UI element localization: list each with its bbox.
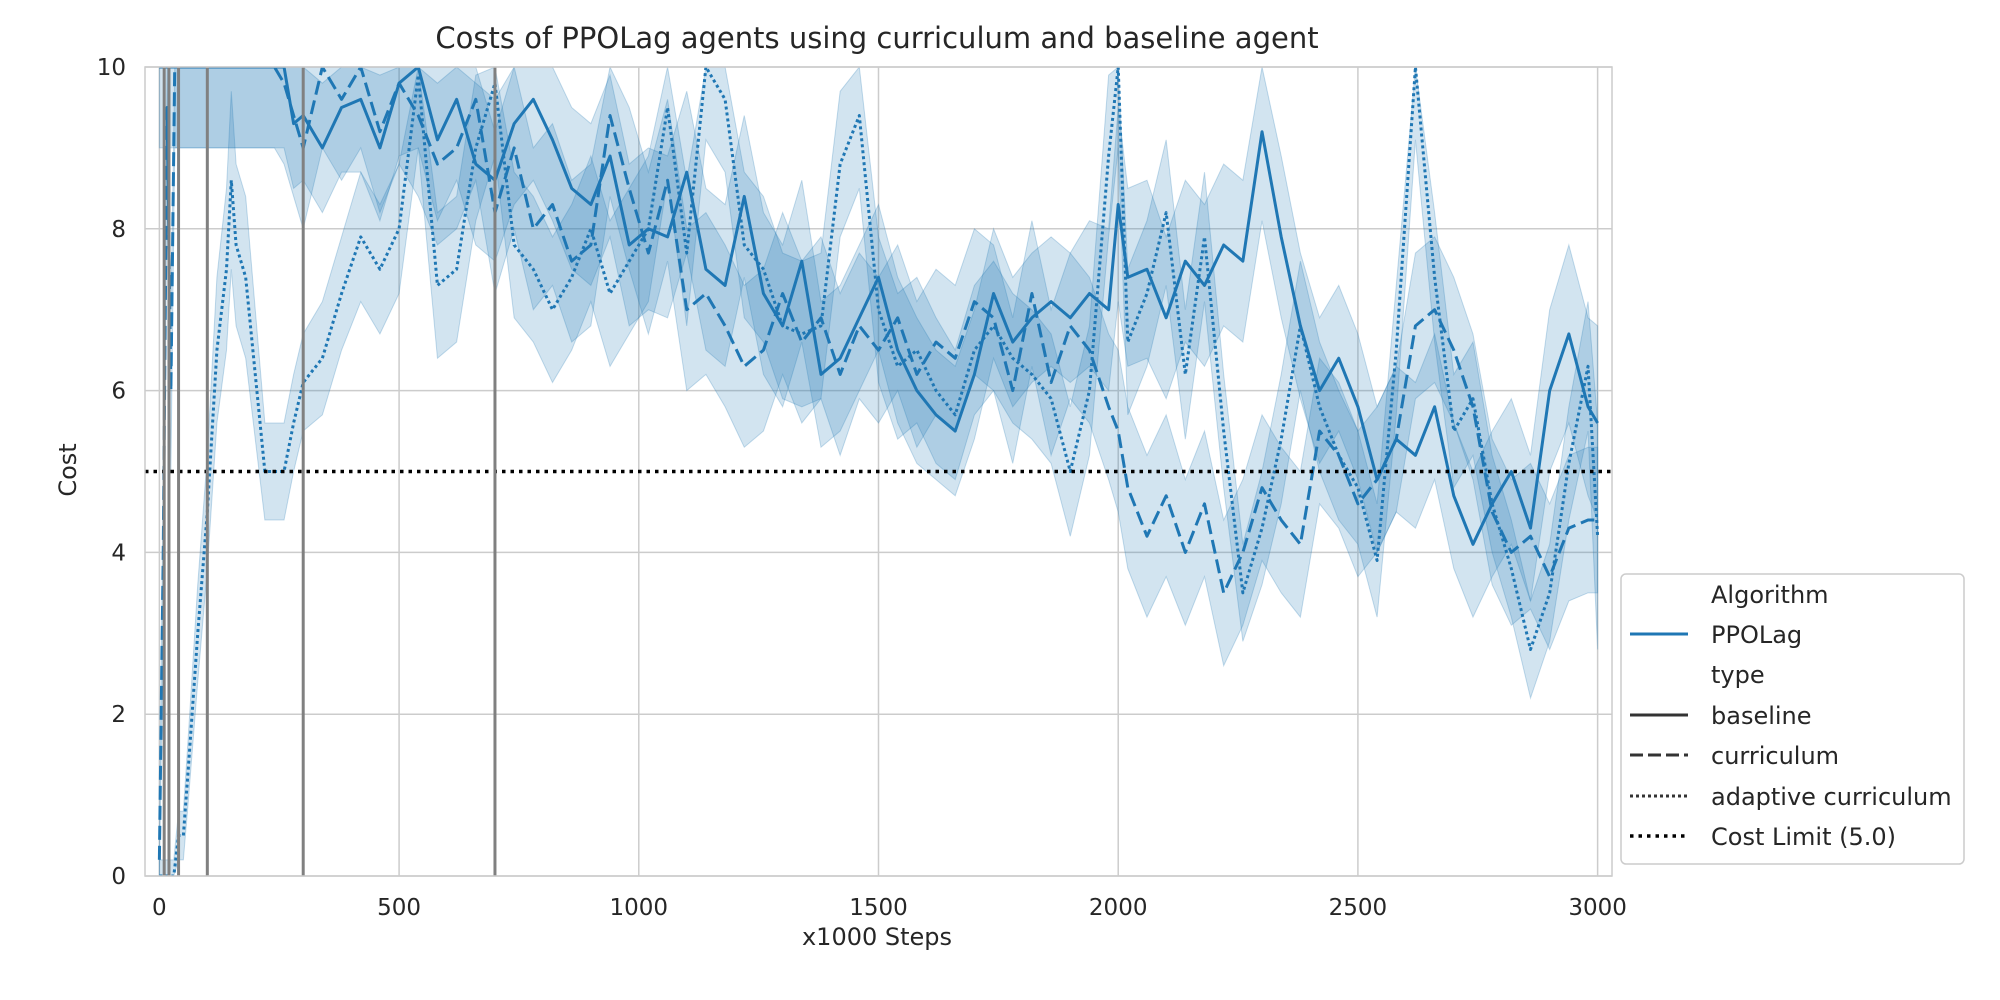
y-tick-label: 8: [111, 217, 126, 243]
x-tick-label: 500: [377, 895, 421, 921]
x-tick-label: 3000: [1568, 895, 1627, 921]
legend-label-baseline: baseline: [1711, 702, 1812, 730]
legend: Algorithm PPOLag type baseline curriculu…: [1620, 573, 1965, 865]
legend-heading-type: type: [1711, 661, 1765, 689]
x-tick-label: 0: [152, 895, 167, 921]
x-tick-label: 2000: [1089, 895, 1148, 921]
legend-label-cost-limit: Cost Limit (5.0): [1711, 823, 1896, 851]
chart-title: Costs of PPOLag agents using curriculum …: [435, 21, 1318, 55]
x-axis-label: x1000 Steps: [802, 923, 952, 951]
x-tick-labels: 0 500 1000 1500 2000 2500 3000: [152, 895, 1627, 921]
line-baseline: [159, 67, 1599, 546]
series-lines: [157, 67, 1600, 876]
line-curriculum: [157, 67, 1598, 860]
plot-frame: [144, 66, 1613, 877]
x-tick-label: 2500: [1329, 895, 1388, 921]
legend-label-adaptive-curriculum: adaptive curriculum: [1711, 783, 1952, 811]
y-axis-label: Cost: [54, 443, 82, 496]
y-tick-labels: 0 2 4 6 8 10: [97, 55, 126, 890]
x-tick-label: 1500: [849, 895, 908, 921]
y-tick-label: 2: [111, 702, 126, 728]
legend-heading-algorithm: Algorithm: [1711, 581, 1829, 609]
y-tick-label: 0: [111, 864, 126, 890]
curriculum-switch-lines: [162, 67, 497, 876]
legend-box: [1620, 573, 1965, 865]
band-adaptive-curriculum: [158, 67, 1599, 876]
legend-label-curriculum: curriculum: [1711, 742, 1839, 770]
y-tick-label: 6: [111, 379, 126, 405]
y-tick-label: 10: [97, 55, 126, 81]
x-tick-label: 1000: [610, 895, 669, 921]
y-tick-label: 4: [111, 540, 126, 566]
legend-label-ppolag: PPOLag: [1711, 621, 1802, 649]
